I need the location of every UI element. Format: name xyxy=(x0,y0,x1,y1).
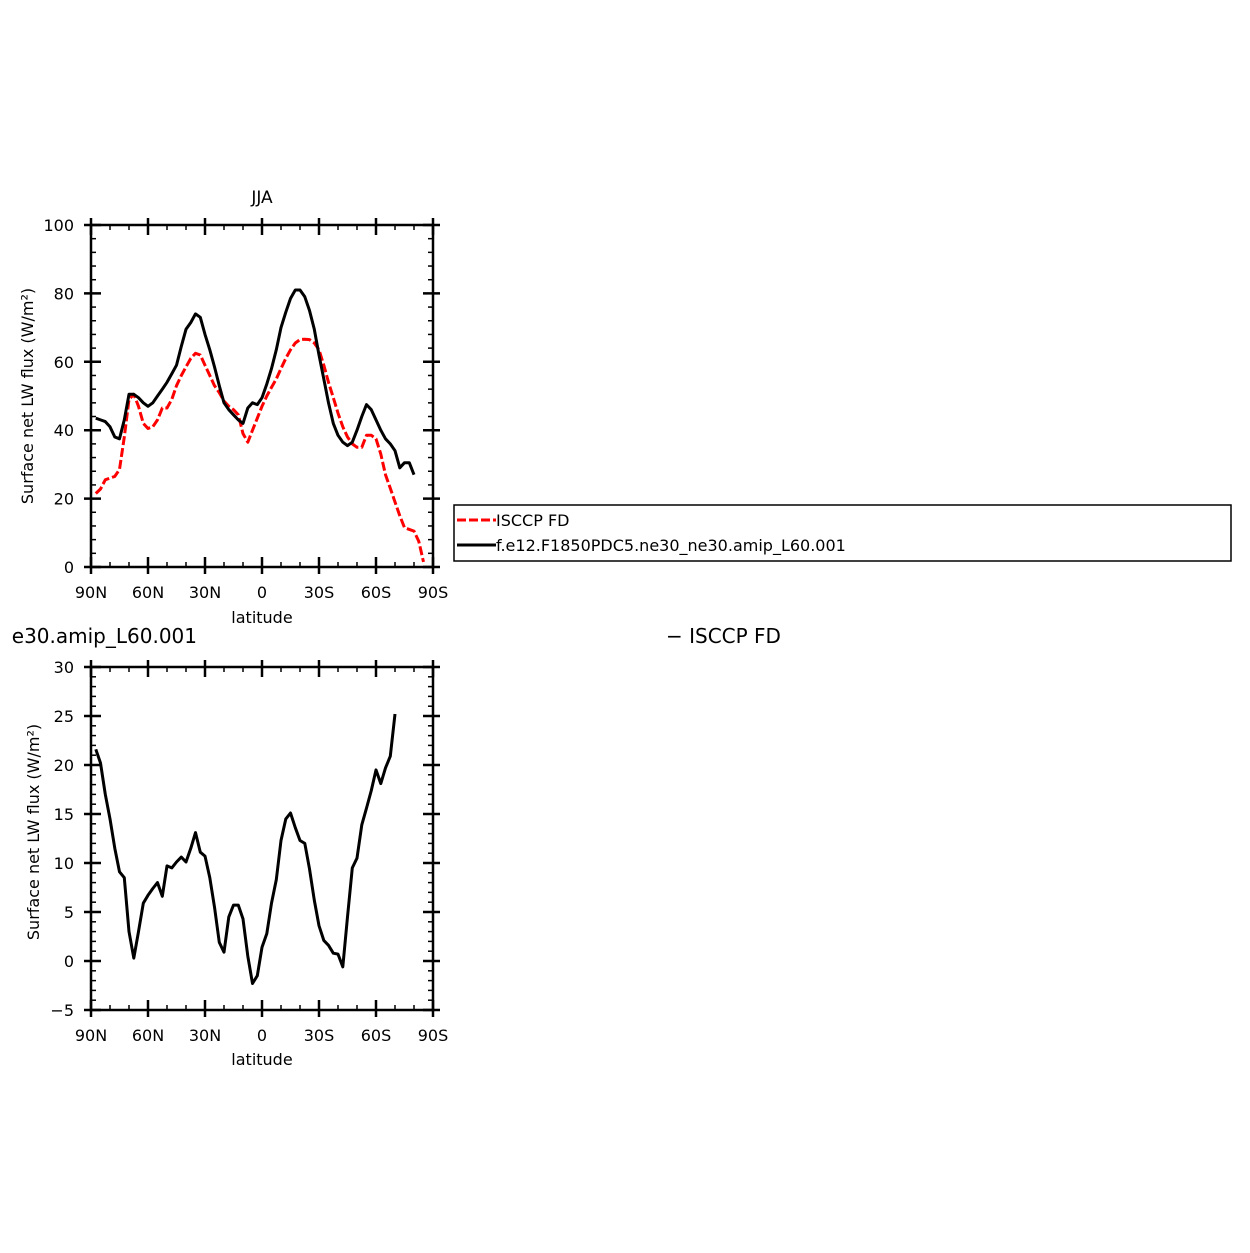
y-tick-label: −5 xyxy=(50,1001,74,1020)
y-tick-label: 0 xyxy=(64,558,74,577)
x-tick-label: 60N xyxy=(132,583,164,602)
y-tick-label: 40 xyxy=(54,421,74,440)
bottom-panel-minor-ticks xyxy=(91,667,433,1010)
bottom-panel-series-line-difference xyxy=(94,713,397,985)
top-panel-series-lines xyxy=(94,288,425,563)
x-tick-label: 30S xyxy=(304,583,335,602)
legend: ISCCP FD f.e12.F1850PDC5.ne30_ne30.amip_… xyxy=(453,504,1232,562)
top-panel-plot-frame xyxy=(89,223,435,569)
x-tick-label: 0 xyxy=(257,1026,267,1045)
x-tick-label: 30N xyxy=(189,583,221,602)
top-panel-series-line-isccp-fd xyxy=(94,337,425,563)
bottom-panel-y-tick-labels: −5 0 5 10 15 20 25 30 xyxy=(50,658,74,1020)
top-panel: JJA Surface net LW flux (W/m²) latitude … xyxy=(18,188,448,627)
top-panel-y-tick-labels: 0 20 40 60 80 100 xyxy=(43,216,74,577)
top-panel-title: JJA xyxy=(250,188,273,208)
y-tick-label: 100 xyxy=(43,216,74,235)
y-tick-label: 30 xyxy=(54,658,74,677)
top-panel-series-line-model xyxy=(95,288,416,476)
x-tick-label: 90N xyxy=(75,1026,107,1045)
x-tick-label: 60S xyxy=(361,583,392,602)
bottom-panel-title-right: − ISCCP FD xyxy=(666,624,781,648)
y-tick-label: 10 xyxy=(54,854,74,873)
y-tick-label: 25 xyxy=(54,707,74,726)
top-panel-x-tick-labels: 90N 60N 30N 0 30S 60S 90S xyxy=(75,583,448,602)
x-tick-label: 30S xyxy=(304,1026,335,1045)
legend-label-isccp: ISCCP FD xyxy=(496,511,569,530)
y-tick-label: 0 xyxy=(64,952,74,971)
y-tick-label: 60 xyxy=(54,353,74,372)
bottom-panel-y-axis-label: Surface net LW flux (W/m²) xyxy=(24,724,43,940)
y-tick-label: 80 xyxy=(54,284,74,303)
y-tick-label: 5 xyxy=(64,903,74,922)
x-tick-label: 90S xyxy=(418,583,449,602)
y-tick-label: 20 xyxy=(54,490,74,509)
x-tick-label: 60N xyxy=(132,1026,164,1045)
bottom-panel-plot-frame xyxy=(89,665,435,1012)
legend-label-model: f.e12.F1850PDC5.ne30_ne30.amip_L60.001 xyxy=(496,536,846,556)
bottom-panel: e30.amip_L60.001 − ISCCP FD Surface net … xyxy=(12,624,781,1069)
y-tick-label: 15 xyxy=(54,805,74,824)
bottom-panel-major-ticks xyxy=(84,660,440,1017)
top-panel-y-axis-label: Surface net LW flux (W/m²) xyxy=(18,288,37,504)
top-panel-x-axis-label: latitude xyxy=(231,608,292,627)
bottom-panel-series-lines xyxy=(94,713,397,985)
x-tick-label: 60S xyxy=(361,1026,392,1045)
x-tick-label: 0 xyxy=(257,583,267,602)
bottom-panel-title-left: e30.amip_L60.001 xyxy=(12,624,197,648)
x-tick-label: 90S xyxy=(418,1026,449,1045)
legend-box xyxy=(453,504,1232,562)
y-tick-label: 20 xyxy=(54,756,74,775)
x-tick-label: 90N xyxy=(75,583,107,602)
x-tick-label: 30N xyxy=(189,1026,221,1045)
bottom-panel-x-axis-label: latitude xyxy=(231,1050,292,1069)
bottom-panel-x-tick-labels: 90N 60N 30N 0 30S 60S 90S xyxy=(75,1026,448,1045)
